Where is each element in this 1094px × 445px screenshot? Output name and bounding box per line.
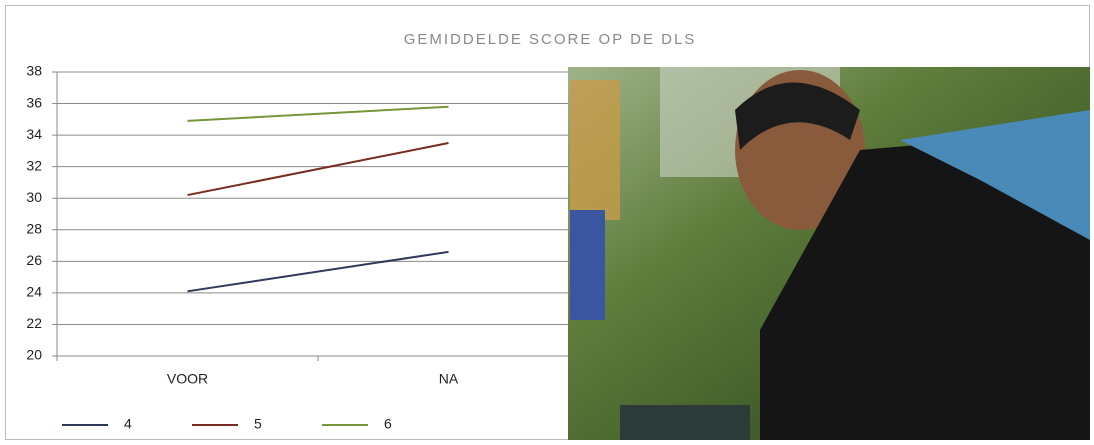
chart-title: GEMIDDELDE SCORE OP DE DLS — [404, 31, 697, 48]
x-tick-label: NA — [439, 371, 459, 387]
photo-shed — [570, 80, 620, 220]
y-tick-label: 20 — [26, 347, 42, 363]
y-tick-label: 36 — [26, 94, 42, 110]
y-tick-label: 22 — [26, 315, 42, 331]
x-tick-label: VOOR — [167, 371, 208, 387]
y-tick-label: 28 — [26, 220, 42, 236]
y-tick-label: 26 — [26, 252, 42, 268]
y-tick-label: 38 — [26, 63, 42, 79]
photo — [568, 67, 1090, 440]
y-tick-label: 30 — [26, 189, 42, 205]
legend-label: 5 — [254, 416, 262, 432]
page: {"chart_data": {"type": "line", "title":… — [0, 0, 1094, 445]
chart: GEMIDDELDE SCORE OP DE DLS 20 22 24 26 28 30 3… — [0, 0, 1094, 445]
legend-label: 4 — [124, 416, 132, 432]
legend-label: 6 — [384, 416, 392, 432]
photo-slide — [570, 210, 605, 320]
photo-clipboard — [620, 405, 750, 440]
y-tick-label: 24 — [26, 284, 42, 300]
y-tick-label: 32 — [26, 157, 42, 173]
y-tick-label: 34 — [26, 126, 42, 142]
